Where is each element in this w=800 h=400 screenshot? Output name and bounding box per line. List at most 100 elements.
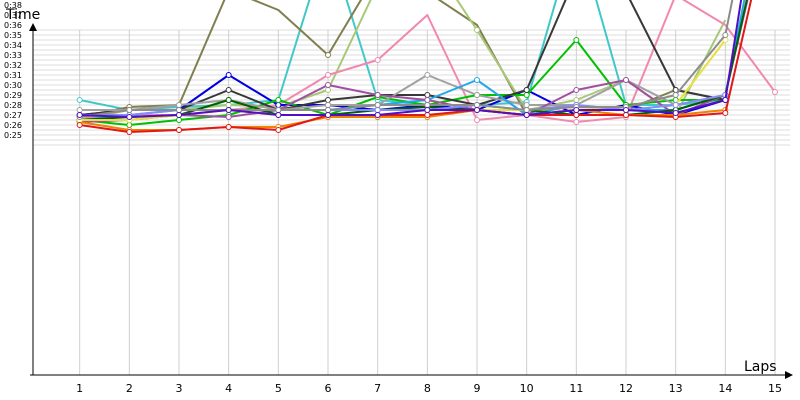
data-point bbox=[76, 112, 83, 118]
data-point bbox=[76, 97, 83, 103]
x-tick-label: 8 bbox=[424, 382, 431, 395]
data-point bbox=[523, 87, 530, 93]
y-tick-label: 0:25 bbox=[4, 131, 22, 140]
data-point bbox=[672, 102, 679, 108]
data-point bbox=[225, 97, 232, 103]
x-tick-label: 1 bbox=[76, 382, 83, 395]
data-point bbox=[623, 107, 629, 113]
data-point bbox=[623, 77, 629, 83]
data-point bbox=[722, 110, 729, 116]
data-point bbox=[474, 107, 480, 113]
x-tick-label: 15 bbox=[768, 382, 782, 395]
y-axis-title: Time bbox=[5, 7, 40, 23]
axes bbox=[29, 23, 793, 379]
data-point bbox=[573, 97, 580, 103]
data-point bbox=[474, 117, 480, 123]
series-line bbox=[79, 0, 726, 118]
data-point bbox=[523, 112, 530, 118]
x-tick-label: 10 bbox=[520, 382, 534, 395]
data-point bbox=[424, 112, 431, 118]
y-tick-label: 0:38 bbox=[4, 1, 22, 10]
data-point bbox=[424, 102, 431, 108]
data-point bbox=[76, 107, 83, 113]
x-tick-label: 11 bbox=[569, 382, 583, 395]
x-tick-label: 6 bbox=[325, 382, 332, 395]
data-point bbox=[623, 112, 629, 118]
series-lines bbox=[76, 0, 778, 135]
x-tick-label: 14 bbox=[718, 382, 732, 395]
series-line bbox=[79, 39, 726, 126]
data-point bbox=[573, 119, 580, 125]
data-point bbox=[474, 77, 480, 83]
data-point bbox=[275, 97, 282, 103]
data-point bbox=[424, 97, 431, 103]
x-axis-title: Laps bbox=[744, 359, 777, 375]
y-axis-arrow bbox=[29, 23, 37, 31]
data-point bbox=[275, 127, 282, 133]
data-point bbox=[424, 107, 431, 113]
y-tick-label: 0:29 bbox=[4, 91, 22, 100]
x-axis-arrow bbox=[785, 371, 793, 379]
x-tick-label: 2 bbox=[126, 382, 133, 395]
y-tick-label: 0:31 bbox=[4, 71, 22, 80]
x-tick-label: 3 bbox=[176, 382, 183, 395]
data-point bbox=[722, 32, 729, 38]
data-point bbox=[374, 102, 381, 108]
data-point bbox=[225, 102, 232, 108]
y-tick-labels: 0:250:260:270:280:290:300:310:320:330:34… bbox=[4, 1, 22, 140]
data-point bbox=[126, 122, 133, 128]
data-point bbox=[176, 112, 182, 118]
y-tick-label: 0:30 bbox=[4, 81, 22, 90]
data-point bbox=[672, 92, 679, 98]
data-point bbox=[374, 107, 381, 113]
data-point bbox=[325, 102, 331, 108]
data-point bbox=[325, 52, 331, 58]
data-point bbox=[523, 102, 530, 108]
data-point bbox=[374, 92, 381, 98]
data-point bbox=[275, 112, 282, 118]
data-point bbox=[325, 97, 331, 103]
data-point bbox=[474, 102, 480, 108]
data-point bbox=[325, 87, 331, 93]
data-point bbox=[374, 57, 381, 63]
data-point bbox=[325, 72, 331, 78]
x-tick-label: 9 bbox=[474, 382, 481, 395]
data-point bbox=[176, 107, 182, 113]
data-point bbox=[474, 92, 480, 98]
data-point bbox=[225, 87, 232, 93]
grid bbox=[33, 29, 790, 375]
data-point bbox=[325, 82, 331, 88]
data-point bbox=[225, 124, 232, 130]
data-point bbox=[424, 72, 431, 78]
data-point bbox=[672, 110, 679, 116]
y-tick-label: 0:37 bbox=[4, 11, 22, 20]
data-point bbox=[275, 107, 282, 113]
x-tick-label: 13 bbox=[669, 382, 683, 395]
data-point bbox=[176, 127, 182, 133]
x-tick-label: 5 bbox=[275, 382, 282, 395]
data-point bbox=[374, 112, 381, 118]
data-point bbox=[573, 112, 580, 118]
data-point bbox=[424, 92, 431, 98]
data-point bbox=[523, 107, 530, 113]
data-point bbox=[176, 117, 182, 123]
series-line bbox=[79, 74, 726, 111]
data-point bbox=[772, 89, 778, 95]
data-point bbox=[573, 87, 580, 93]
data-point bbox=[474, 27, 480, 33]
y-tick-label: 0:35 bbox=[4, 31, 22, 40]
data-point bbox=[325, 107, 331, 113]
y-tick-label: 0:36 bbox=[4, 21, 22, 30]
data-point bbox=[722, 97, 729, 103]
data-point bbox=[573, 107, 580, 113]
series-line bbox=[79, 0, 726, 116]
y-tick-label: 0:28 bbox=[4, 101, 22, 110]
y-tick-label: 0:34 bbox=[4, 41, 22, 50]
y-tick-label: 0:27 bbox=[4, 111, 22, 120]
y-tick-label: 0:32 bbox=[4, 61, 22, 70]
data-point bbox=[126, 114, 133, 120]
data-point bbox=[225, 72, 232, 78]
data-point bbox=[176, 102, 182, 108]
data-point bbox=[573, 37, 580, 43]
data-point bbox=[225, 114, 232, 120]
